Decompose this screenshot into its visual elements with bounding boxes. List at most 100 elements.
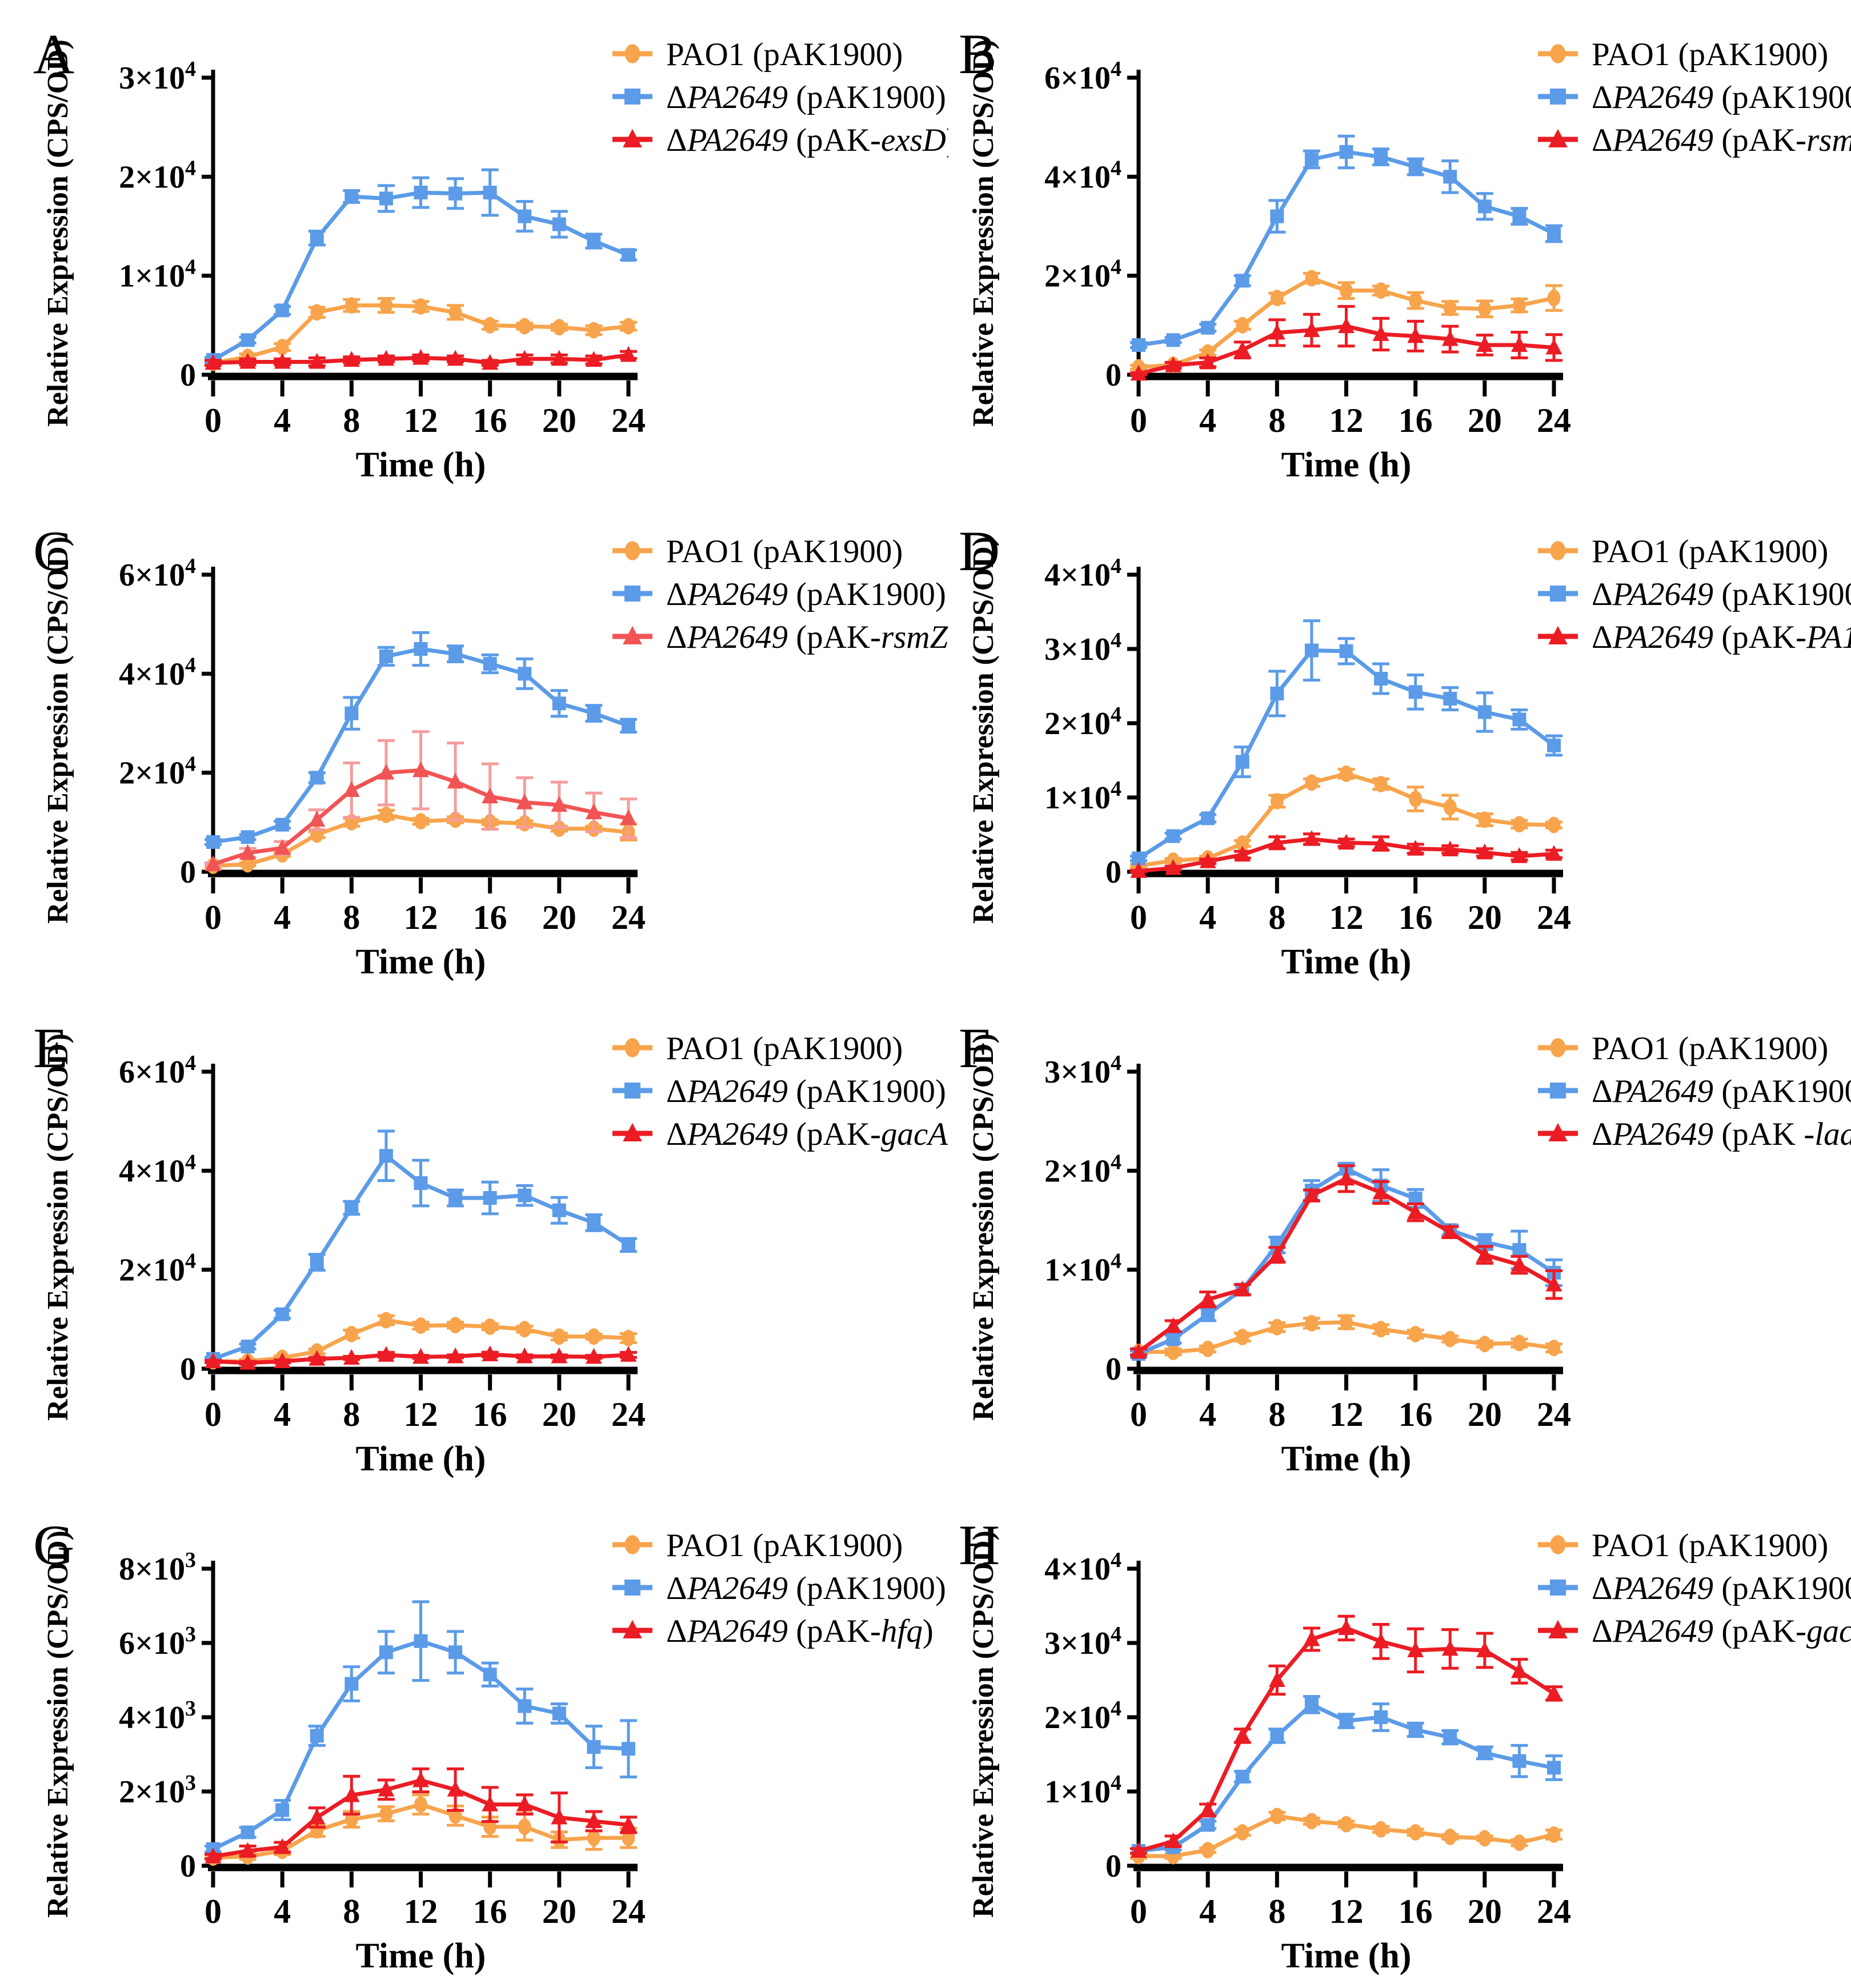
x-tick-label: 24 <box>1537 1396 1571 1433</box>
data-point-marker <box>1374 1321 1388 1338</box>
data-point-marker <box>414 1317 427 1334</box>
data-point-marker <box>308 1350 326 1366</box>
x-axis-title: Time (h) <box>356 1440 486 1478</box>
x-tick-label: 0 <box>1130 1893 1147 1930</box>
x-tick-label: 20 <box>1468 1893 1502 1930</box>
series-triangle <box>1130 304 1562 381</box>
data-point-marker <box>414 813 427 829</box>
x-tick-label: 12 <box>1329 899 1364 936</box>
series-square <box>205 631 637 849</box>
legend-circle-icon <box>1550 1535 1566 1554</box>
y-axis-title: Relative Expression (CPS/OD) <box>42 536 74 924</box>
data-point-marker <box>343 1786 360 1802</box>
data-point-marker <box>1547 1761 1561 1775</box>
data-point-marker <box>344 1325 358 1342</box>
y-tick-label: 2×104 <box>119 156 196 195</box>
legend-circle-icon <box>624 1535 640 1554</box>
x-tick-label: 4 <box>1199 1396 1216 1433</box>
legend-entry: ΔPA2649 (pAK-rsmY) <box>1538 122 1851 158</box>
y-axis-title: Relative Expression (CPS/OD) <box>967 39 1000 427</box>
data-point-marker <box>1270 1807 1284 1825</box>
data-point-marker <box>1268 1671 1285 1687</box>
data-point-marker <box>447 772 464 789</box>
data-point-marker <box>587 1829 600 1846</box>
panel-f: F Relative Expression (CPS/OD) 0 1×104 2×104… <box>948 1003 1851 1482</box>
data-point-marker <box>1167 1344 1180 1360</box>
legend-entry: PAO1 (pAK1900) <box>612 1528 903 1564</box>
legend-circle-icon <box>1550 1038 1566 1057</box>
series-triangle <box>205 346 637 370</box>
data-point-marker <box>378 764 395 780</box>
data-point-marker <box>1547 1340 1561 1356</box>
data-point-marker <box>239 1842 256 1858</box>
data-point-marker <box>1270 209 1284 223</box>
data-point-marker <box>620 1346 637 1362</box>
data-point-marker <box>1165 1832 1181 1849</box>
legend-label: ΔPA2649 (pAK-rsmZ) <box>666 619 948 655</box>
data-point-marker <box>1270 793 1284 809</box>
data-point-marker <box>1372 835 1389 851</box>
data-point-marker <box>1304 643 1319 658</box>
y-tick-label: 2×103 <box>119 1771 196 1810</box>
x-axis-title: Time (h) <box>1281 943 1412 981</box>
data-point-marker <box>587 1216 601 1230</box>
legend-label: PAO1 (pAK1900) <box>1592 534 1828 570</box>
y-tick-label: 0 <box>180 1352 196 1387</box>
data-point-marker <box>274 839 291 855</box>
data-point-marker <box>1340 1815 1353 1833</box>
y-tick-label: 1×104 <box>1044 1249 1121 1288</box>
data-point-marker <box>447 350 464 366</box>
legend-circle-icon <box>624 44 640 63</box>
y-tick-label: 4×104 <box>119 1150 196 1189</box>
data-point-marker <box>448 647 463 661</box>
data-point-marker <box>1235 1770 1249 1783</box>
data-point-marker <box>1409 791 1423 807</box>
x-tick-label: 4 <box>274 1396 291 1433</box>
y-tick-label: 0 <box>180 855 196 890</box>
legend-label: ΔPA2649 (pAK-rsmY) <box>1592 122 1851 158</box>
data-point-marker <box>1513 1834 1526 1851</box>
data-point-marker <box>1199 852 1216 868</box>
data-point-marker <box>1372 1183 1389 1200</box>
data-point-marker <box>1305 774 1319 791</box>
data-point-marker <box>1132 338 1145 352</box>
data-point-marker <box>1408 685 1423 699</box>
x-tick-label: 8 <box>343 899 360 936</box>
data-point-marker <box>379 1645 393 1660</box>
data-point-marker <box>1441 840 1459 856</box>
series-circle <box>205 297 637 371</box>
data-point-marker <box>1303 1630 1320 1646</box>
data-point-marker <box>205 855 222 871</box>
x-tick-label: 20 <box>542 899 576 936</box>
series-line <box>211 190 631 362</box>
data-point-marker <box>1545 1276 1562 1292</box>
data-point-marker <box>518 318 531 335</box>
x-tick-label: 24 <box>1537 899 1571 936</box>
series-circle <box>1130 1807 1562 1865</box>
x-tick-label: 20 <box>542 1893 576 1930</box>
data-point-marker <box>1476 1641 1493 1657</box>
y-tick-label: 0 <box>1105 1849 1121 1884</box>
data-point-marker <box>516 350 533 366</box>
data-point-marker <box>1511 1256 1528 1272</box>
data-point-marker <box>1165 356 1181 372</box>
series-square <box>1130 1695 1562 1858</box>
data-point-marker <box>552 319 566 336</box>
x-tick-label: 16 <box>473 1396 507 1433</box>
data-point-marker <box>1409 1325 1423 1342</box>
data-point-marker <box>1476 1246 1493 1262</box>
data-point-marker <box>1340 1314 1353 1330</box>
series-triangle <box>1130 830 1562 878</box>
x-tick-label: 0 <box>1130 402 1147 439</box>
x-tick-label: 24 <box>611 899 646 936</box>
y-axis-title: Relative Expression (CPS/OD) <box>42 1530 74 1918</box>
data-point-marker <box>622 719 635 733</box>
data-point-marker <box>379 1805 393 1822</box>
data-point-marker <box>206 835 220 849</box>
y-tick-label: 2×104 <box>1044 703 1121 742</box>
data-point-marker <box>1199 353 1216 370</box>
data-point-marker <box>1476 336 1493 352</box>
